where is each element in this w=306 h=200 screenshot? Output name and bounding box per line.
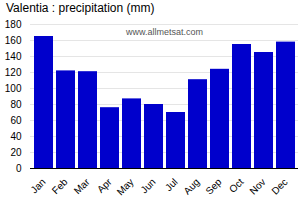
svg-text:Oct: Oct: [227, 176, 246, 195]
svg-text:May: May: [115, 176, 136, 197]
svg-text:Aug: Aug: [181, 176, 201, 196]
svg-text:Feb: Feb: [50, 176, 70, 196]
svg-text:0: 0: [16, 163, 22, 174]
svg-text:160: 160: [5, 35, 22, 46]
svg-text:140: 140: [5, 51, 22, 62]
html-text:Valentia : precipitation (mm): Valentia : precipitation (mm): [6, 1, 155, 15]
svg-text:Mar: Mar: [72, 176, 92, 196]
svg-text:Jan: Jan: [28, 176, 47, 195]
svg-text:80: 80: [10, 99, 22, 110]
svg-text:Nov: Nov: [247, 176, 267, 196]
svg-text:www.allmetsat.com: www.allmetsat.com: [125, 27, 203, 37]
svg-text:Jul: Jul: [163, 176, 180, 193]
svg-text:Jun: Jun: [138, 176, 157, 195]
svg-text:100: 100: [5, 83, 22, 94]
svg-text:60: 60: [10, 115, 22, 126]
svg-text:120: 120: [5, 67, 22, 78]
svg-text:Sep: Sep: [203, 176, 224, 197]
svg-text:40: 40: [10, 131, 22, 142]
svg-text:20: 20: [10, 147, 22, 158]
svg-text:Apr: Apr: [95, 176, 114, 195]
svg-text:180: 180: [5, 19, 22, 30]
svg-text:Dec: Dec: [269, 176, 289, 196]
